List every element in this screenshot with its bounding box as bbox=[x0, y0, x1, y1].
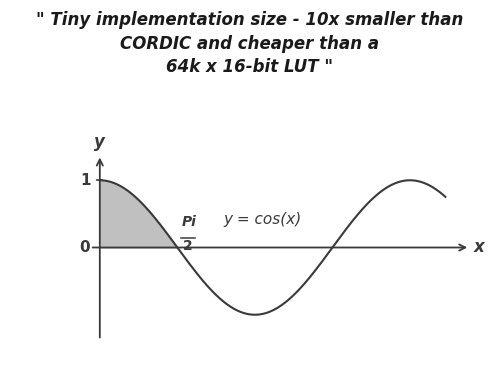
Text: 1: 1 bbox=[80, 173, 91, 188]
Text: 0: 0 bbox=[80, 240, 90, 255]
Text: y: y bbox=[94, 134, 105, 152]
Text: Pi: Pi bbox=[182, 214, 196, 229]
Text: " Tiny implementation size - 10x smaller than
CORDIC and cheaper than a
64k x 16: " Tiny implementation size - 10x smaller… bbox=[36, 11, 464, 76]
Text: 2: 2 bbox=[183, 239, 192, 253]
Text: x: x bbox=[474, 238, 485, 256]
Text: y = cos(x): y = cos(x) bbox=[223, 212, 302, 227]
